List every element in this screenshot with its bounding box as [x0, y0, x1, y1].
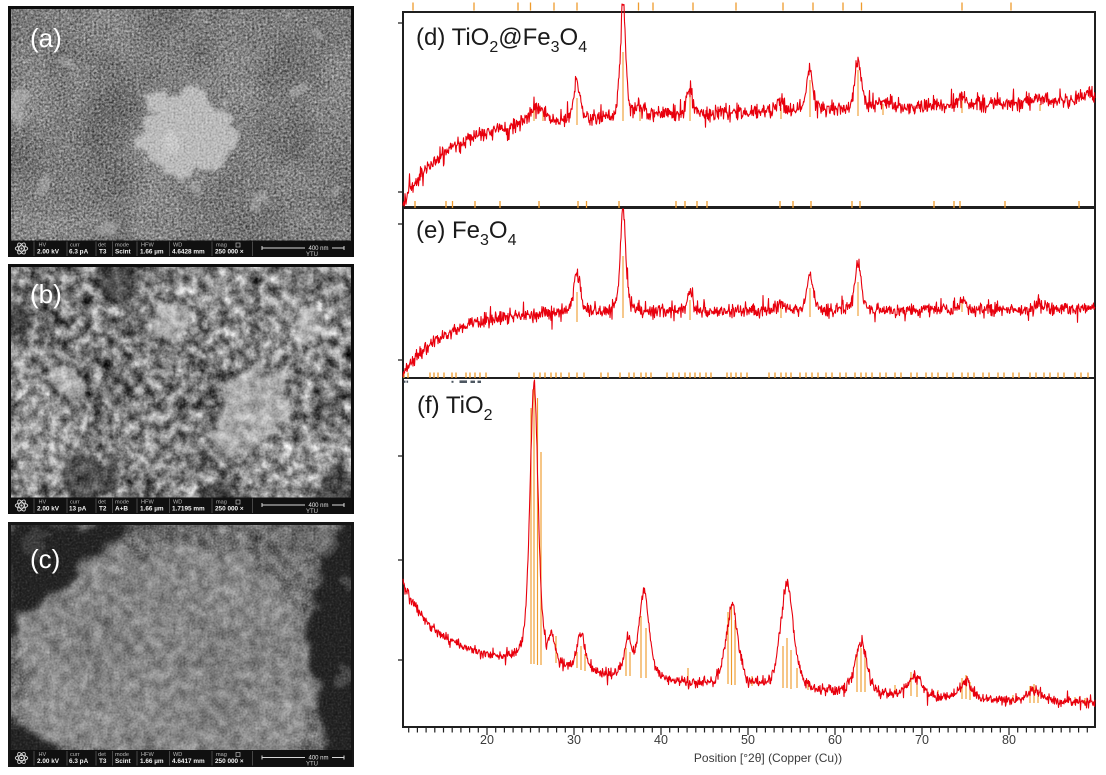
- svg-text:HFW: HFW: [141, 752, 154, 758]
- svg-text:Scint: Scint: [115, 758, 131, 765]
- svg-text:YTU: YTU: [306, 252, 318, 258]
- svg-text:Scint: Scint: [115, 249, 131, 256]
- svg-text:2.00 kV: 2.00 kV: [37, 249, 60, 256]
- svg-text:mode: mode: [115, 500, 129, 506]
- svg-text:A+B: A+B: [115, 506, 128, 513]
- svg-text:WD: WD: [173, 500, 182, 506]
- svg-text:WD: WD: [173, 752, 182, 758]
- svg-text:T3: T3: [99, 249, 107, 256]
- svg-text:(f) TiO2: (f) TiO2: [417, 392, 493, 424]
- svg-text:400 nm: 400 nm: [308, 756, 328, 762]
- svg-text:40: 40: [654, 733, 668, 747]
- svg-text:6.3 pA: 6.3 pA: [69, 758, 89, 765]
- svg-text:HV: HV: [39, 243, 47, 249]
- svg-text:HV: HV: [39, 752, 47, 758]
- svg-text:curr: curr: [70, 752, 80, 758]
- svg-text:1.66 µm: 1.66 µm: [140, 249, 164, 256]
- svg-text:HFW: HFW: [141, 500, 154, 506]
- svg-text:20: 20: [480, 733, 494, 747]
- svg-text:(a): (a): [30, 23, 62, 53]
- svg-text:det: det: [98, 752, 106, 758]
- svg-text:Position [°2θ] (Copper (Cu)): Position [°2θ] (Copper (Cu)): [694, 751, 842, 765]
- svg-text:mag: mag: [216, 500, 227, 506]
- svg-text:250 000 ×: 250 000 ×: [215, 506, 244, 513]
- svg-text:250 000 ×: 250 000 ×: [215, 249, 244, 256]
- svg-text:curr: curr: [70, 243, 80, 249]
- svg-text:70: 70: [915, 733, 929, 747]
- svg-text:1.66 µm: 1.66 µm: [140, 506, 164, 513]
- svg-text:WD: WD: [173, 243, 182, 249]
- svg-text:curr: curr: [70, 500, 80, 506]
- svg-text:(b): (b): [30, 279, 62, 309]
- svg-text:2.00 kV: 2.00 kV: [37, 758, 60, 765]
- svg-text:YTU: YTU: [306, 762, 318, 768]
- svg-text:80: 80: [1002, 733, 1016, 747]
- svg-text:det: det: [98, 243, 106, 249]
- svg-text:T2: T2: [99, 506, 107, 513]
- svg-text:det: det: [98, 500, 106, 506]
- svg-text:YTU: YTU: [306, 509, 318, 515]
- svg-text:T3: T3: [99, 758, 107, 765]
- svg-text:4.6417 mm: 4.6417 mm: [172, 758, 205, 765]
- svg-text:1.7195 mm: 1.7195 mm: [172, 506, 205, 513]
- svg-text:400 nm: 400 nm: [308, 503, 328, 509]
- svg-text:HV: HV: [39, 500, 47, 506]
- svg-text:(d) TiO2@Fe3O4: (d) TiO2@Fe3O4: [416, 24, 587, 56]
- svg-text:13 pA: 13 pA: [69, 506, 87, 513]
- svg-text:mag: mag: [216, 243, 227, 249]
- svg-text:400 nm: 400 nm: [308, 246, 328, 252]
- svg-text:mode: mode: [115, 243, 129, 249]
- svg-text:60: 60: [828, 733, 842, 747]
- svg-text:4.6428 mm: 4.6428 mm: [172, 249, 205, 256]
- svg-text:HFW: HFW: [141, 243, 154, 249]
- svg-text:(c): (c): [30, 544, 60, 574]
- svg-text:6.3 pA: 6.3 pA: [69, 249, 89, 256]
- svg-text:1.66 µm: 1.66 µm: [140, 758, 164, 765]
- svg-text:mode: mode: [115, 752, 129, 758]
- svg-text:50: 50: [741, 733, 755, 747]
- svg-text:(e) Fe3O4: (e) Fe3O4: [416, 217, 517, 249]
- svg-text:2.00 kV: 2.00 kV: [37, 506, 60, 513]
- svg-text:mag: mag: [216, 752, 227, 758]
- svg-text:30: 30: [567, 733, 581, 747]
- svg-text:250 000 ×: 250 000 ×: [215, 758, 244, 765]
